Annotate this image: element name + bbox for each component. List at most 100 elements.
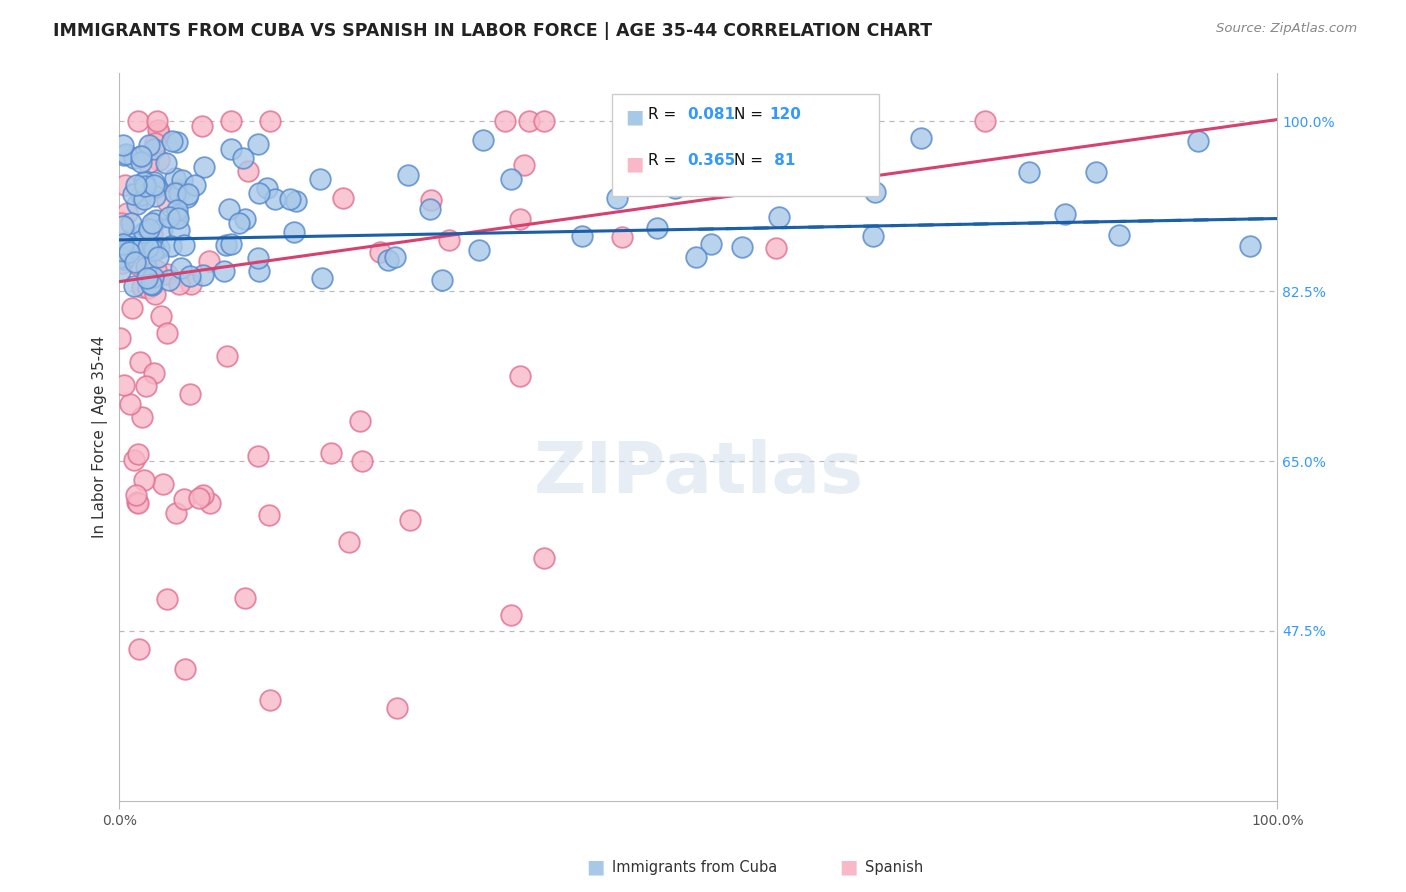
Point <box>131 279 153 293</box>
Point <box>259 692 281 706</box>
Point <box>610 230 633 244</box>
Point <box>136 180 159 194</box>
Point <box>125 178 148 192</box>
Point <box>247 251 270 265</box>
Point <box>112 148 135 162</box>
Point <box>132 192 155 206</box>
Point <box>688 161 710 175</box>
Point <box>112 377 135 392</box>
Point <box>142 178 165 193</box>
Point <box>384 250 406 264</box>
Point <box>118 244 141 259</box>
Point <box>127 447 149 461</box>
Point <box>111 236 134 251</box>
Point <box>188 491 211 505</box>
Point <box>122 187 145 202</box>
Point <box>138 137 160 152</box>
Point <box>1108 228 1130 243</box>
Point <box>180 277 202 291</box>
Point <box>118 397 141 411</box>
Point <box>471 133 494 147</box>
Point <box>685 250 707 264</box>
Point <box>645 221 668 235</box>
Point <box>166 135 188 149</box>
Point <box>533 114 555 128</box>
Point <box>768 210 790 224</box>
Point <box>110 250 132 264</box>
Point <box>129 149 152 163</box>
Point <box>236 164 259 178</box>
Point <box>212 264 235 278</box>
Point <box>337 534 360 549</box>
Point <box>110 216 132 230</box>
Point <box>1018 165 1040 179</box>
Point <box>125 257 148 271</box>
Point <box>125 197 148 211</box>
Point <box>128 355 150 369</box>
Point <box>145 180 167 194</box>
Point <box>533 551 555 566</box>
Point <box>122 453 145 467</box>
Point <box>259 114 281 128</box>
Point <box>285 194 308 208</box>
Point <box>283 225 305 239</box>
Point <box>228 216 250 230</box>
Point <box>247 263 270 277</box>
Point <box>200 496 222 510</box>
Point <box>129 154 152 169</box>
Point <box>128 114 150 128</box>
Point <box>215 349 238 363</box>
Point <box>1084 165 1107 179</box>
Text: 120: 120 <box>769 107 801 122</box>
Text: ■: ■ <box>839 857 858 877</box>
Point <box>191 488 214 502</box>
Point <box>121 241 143 255</box>
Point <box>350 454 373 468</box>
Point <box>765 241 787 255</box>
Point <box>309 172 332 186</box>
Point <box>131 235 153 249</box>
Point <box>437 233 460 247</box>
Text: ■: ■ <box>626 108 644 127</box>
Point <box>115 206 138 220</box>
Point <box>134 175 156 189</box>
Point <box>108 331 131 345</box>
Point <box>257 508 280 522</box>
Point <box>501 608 523 623</box>
Point <box>606 192 628 206</box>
Point <box>142 175 165 189</box>
Point <box>156 592 179 607</box>
Point <box>419 193 441 207</box>
Point <box>148 250 170 264</box>
Point <box>129 149 152 163</box>
Text: 81: 81 <box>769 153 796 169</box>
Point <box>143 189 166 203</box>
Point <box>430 272 453 286</box>
Point <box>256 180 278 194</box>
Point <box>141 216 163 230</box>
Point <box>124 488 146 502</box>
Point <box>167 277 190 291</box>
Text: 0.365: 0.365 <box>688 153 735 169</box>
Point <box>146 123 169 137</box>
Point <box>509 211 531 226</box>
Point <box>131 410 153 425</box>
Point <box>695 161 717 175</box>
Point <box>246 450 269 464</box>
Point <box>163 170 186 185</box>
Point <box>517 114 540 128</box>
Point <box>167 186 190 201</box>
Point <box>152 477 174 491</box>
Point <box>177 186 200 201</box>
Point <box>159 239 181 253</box>
Point <box>139 277 162 292</box>
Point <box>179 268 201 283</box>
Point <box>828 154 851 169</box>
Point <box>910 131 932 145</box>
Point <box>513 158 536 172</box>
Point <box>218 202 240 216</box>
Text: ■: ■ <box>586 857 605 877</box>
Point <box>122 151 145 165</box>
Point <box>134 225 156 239</box>
Point <box>111 255 134 269</box>
